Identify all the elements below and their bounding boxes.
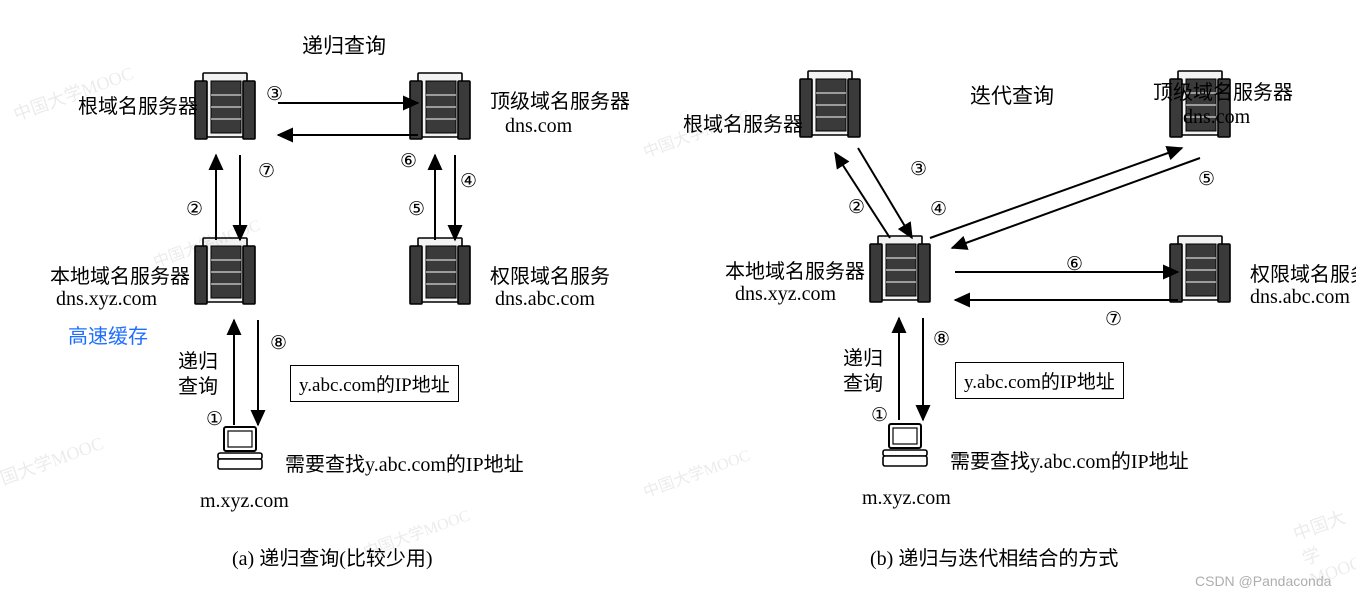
credit: CSDN @Pandaconda [1195, 573, 1331, 589]
left-local-label1: 本地域名服务器 [50, 260, 190, 289]
right-step-5: ⑤ [1198, 168, 1215, 191]
right-auth-label1: 权限域名服务 [1250, 258, 1356, 287]
left-caption: (a) 递归查询(比较少用) [232, 542, 433, 571]
left-auth-server-icon [410, 238, 470, 304]
right-auth-label2: dns.abc.com [1250, 286, 1350, 309]
right-caption: (b) 递归与迭代相结合的方式 [870, 542, 1118, 571]
left-tld-server-icon [410, 73, 470, 139]
right-arrow-5 [952, 158, 1200, 248]
left-tld-label1: 顶级域名服务器 [490, 85, 630, 114]
right-local-label1: 本地域名服务器 [725, 255, 865, 284]
left-root-server-icon [195, 73, 255, 139]
left-client-host: m.xyz.com [200, 490, 289, 513]
right-title: 迭代查询 [970, 80, 1054, 110]
left-cache-label: 高速缓存 [68, 320, 148, 349]
right-step-3: ③ [910, 158, 927, 181]
right-step-7: ⑦ [1105, 308, 1122, 331]
left-rec-2: 查询 [178, 370, 218, 399]
right-local-server-icon [870, 236, 930, 302]
right-rec-2: 查询 [843, 367, 883, 396]
left-step-3: ③ [266, 83, 283, 106]
right-local-label2: dns.xyz.com [735, 283, 836, 306]
left-auth-label2: dns.abc.com [495, 288, 595, 311]
left-tld-label2: dns.com [505, 115, 572, 138]
left-client-need: 需要查找y.abc.com的IP地址 [285, 448, 524, 477]
left-local-label2: dns.xyz.com [56, 288, 157, 311]
left-step-6: ⑥ [400, 150, 417, 173]
left-step-1: ① [206, 408, 223, 431]
right-client-need: 需要查找y.abc.com的IP地址 [950, 445, 1189, 474]
right-step-1: ① [871, 404, 888, 427]
left-step-7: ⑦ [258, 160, 275, 183]
left-ip-text: y.abc.com的IP地址 [299, 375, 450, 396]
left-step-8: ⑧ [270, 332, 287, 355]
right-root-label: 根域名服务器 [683, 108, 803, 137]
left-ip-box: y.abc.com的IP地址 [290, 365, 459, 402]
right-step-8: ⑧ [933, 328, 950, 351]
right-step-2: ② [848, 196, 865, 219]
right-arrow-4 [930, 148, 1182, 238]
left-client-icon [218, 427, 262, 469]
left-title: 递归查询 [302, 30, 386, 60]
right-step-6: ⑥ [1066, 253, 1083, 276]
left-step-5: ⑤ [408, 198, 425, 221]
diagram-stage: 中国大学MOOC中国大学MOOC中国大学MOOC中国大学MOOC中国大学MOOC… [0, 0, 1356, 597]
left-auth-label1: 权限域名服务 [490, 260, 610, 289]
right-arrow-3 [858, 148, 912, 238]
right-client-icon [883, 424, 927, 466]
right-step-4: ④ [930, 198, 947, 221]
left-step-2: ② [186, 198, 203, 221]
right-root-server-icon [800, 71, 860, 137]
right-tld-label2: dns.com [1183, 106, 1250, 129]
left-root-label: 根域名服务器 [78, 90, 198, 119]
right-auth-server-icon [1170, 236, 1230, 302]
right-ip-text: y.abc.com的IP地址 [964, 372, 1115, 393]
left-local-server-icon [195, 238, 255, 304]
left-step-4: ④ [460, 170, 477, 193]
right-tld-label1: 顶级域名服务器 [1153, 76, 1293, 105]
right-ip-box: y.abc.com的IP地址 [955, 362, 1124, 399]
right-client-host: m.xyz.com [862, 487, 951, 510]
